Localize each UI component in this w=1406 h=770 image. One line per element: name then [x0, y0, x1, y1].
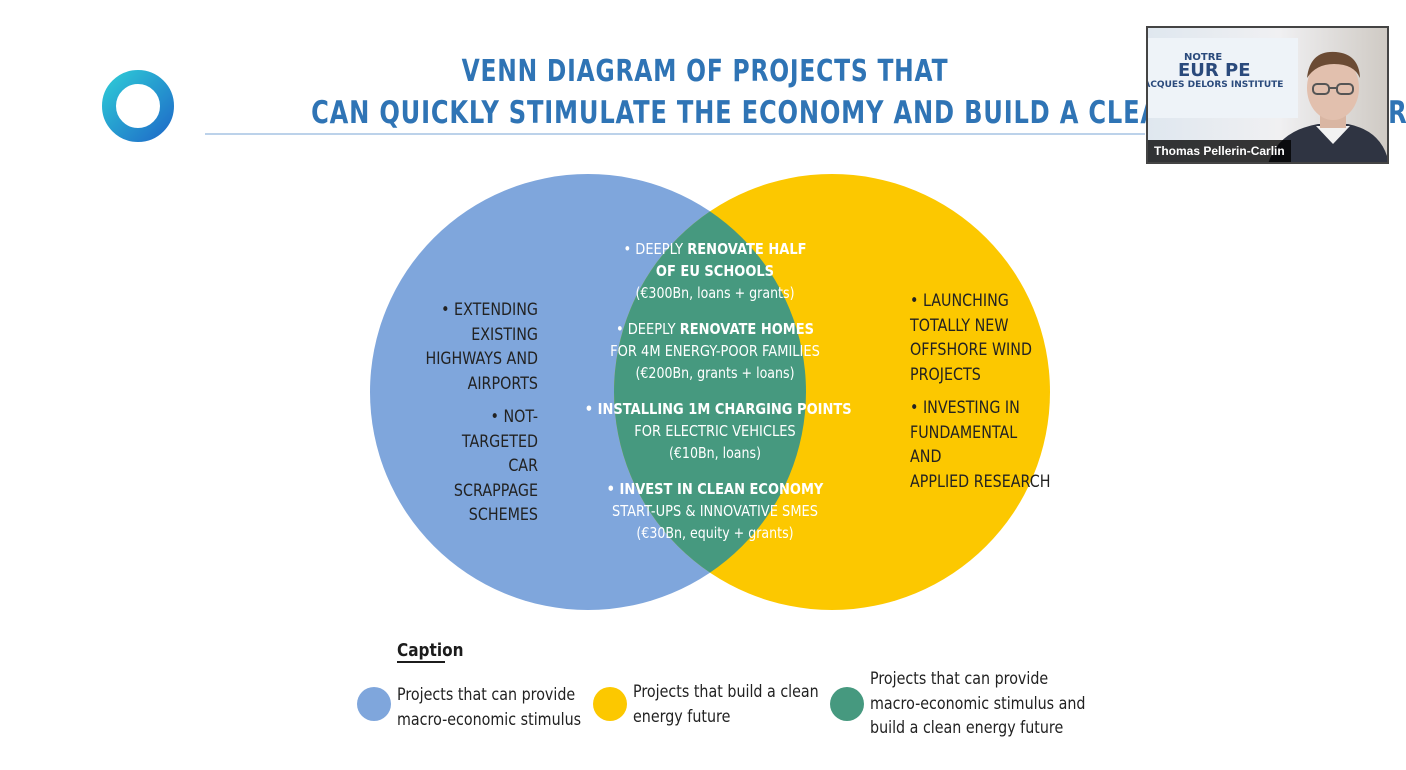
slide-title: VENN DIAGRAM OF PROJECTS THAT CAN QUICKL… [311, 52, 1406, 134]
venn-diagram [370, 174, 1050, 610]
speaker-avatar [1268, 51, 1387, 162]
notre-europe-banner: NOTRE EUR PE JACQUES DELORS INSTITUTE [1148, 38, 1298, 118]
caption-heading: Caption [397, 640, 464, 661]
speaker-name-label: Thomas Pellerin-Carlin [1148, 140, 1291, 162]
left-item-1: • EXTENDING EXISTING HIGHWAYS AND AIRPOR… [425, 300, 538, 394]
overlap-region [614, 174, 806, 610]
legend-clean-energy-swatch [593, 687, 627, 721]
overlap-item-schools: • DEEPLY RENOVATE HALF OF EU SCHOOLS (€3… [623, 240, 807, 302]
title-line-1: VENN DIAGRAM OF PROJECTS THAT [461, 54, 949, 89]
legend-stimulus-label: Projects that can provide macro-economic… [397, 685, 582, 730]
overlap-projects: • DEEPLY RENOVATE HALF OF EU SCHOOLS (€3… [584, 238, 852, 558]
institute-logo-icon [102, 70, 174, 142]
overlap-item-homes: • DEEPLY RENOVATE HOMES FOR 4M ENERGY-PO… [610, 320, 820, 382]
legend-overlap-label: Projects that can provide macro-economic… [870, 669, 1086, 738]
right-item-1: • LAUNCHING TOTALLY NEW OFFSHORE WIND PR… [910, 291, 1032, 385]
speaker-video-tile[interactable]: NOTRE EUR PE JACQUES DELORS INSTITUTE Th… [1146, 26, 1389, 164]
stimulus-only-projects: • EXTENDING EXISTING HIGHWAYS AND AIRPOR… [420, 298, 538, 537]
overlap-item-charging: • INSTALLING 1M CHARGING POINTS FOR ELEC… [584, 400, 852, 462]
clean-energy-only-projects: • LAUNCHING TOTALLY NEW OFFSHORE WIND PR… [910, 289, 1053, 503]
legend-clean-energy-label: Projects that build a clean energy futur… [633, 682, 819, 727]
caption-underline [397, 661, 445, 663]
legend-stimulus-swatch [357, 687, 391, 721]
right-item-2: • INVESTING IN FUNDAMENTAL AND APPLIED R… [910, 398, 1051, 492]
title-divider [205, 133, 1145, 135]
title-line-2: CAN QUICKLY STIMULATE THE ECONOMY AND BU… [311, 95, 1406, 131]
legend-overlap-swatch [830, 687, 864, 721]
left-item-2: • NOT-TARGETED CAR SCRAPPAGE SCHEMES [453, 407, 538, 525]
overlap-item-clean-economy: • INVEST IN CLEAN ECONOMY START-UPS & IN… [606, 480, 824, 542]
